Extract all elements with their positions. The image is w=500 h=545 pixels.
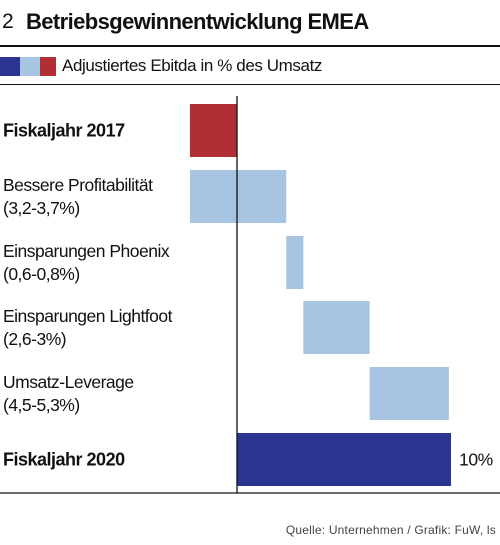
legend-swatch-end <box>0 57 20 76</box>
chart-bar <box>286 236 304 289</box>
legend-swatch-start <box>40 57 56 76</box>
legend-swatch-step <box>20 57 40 76</box>
chart-bar <box>303 301 370 354</box>
chart-bar <box>189 170 287 223</box>
category-label: Fiskaljahr 2020 <box>3 450 125 470</box>
chart-header: 2 Betriebsgewinnentwicklung EMEA <box>0 4 500 44</box>
category-label: (4,5-5,3%) <box>3 395 80 415</box>
category-label: Umsatz-Leverage <box>3 372 134 392</box>
chart-bar <box>237 433 451 486</box>
chart-bar <box>369 367 449 420</box>
category-label: (2,6-3%) <box>3 329 66 349</box>
chart-number: 2 <box>2 10 14 33</box>
category-label: Einsparungen Phoenix <box>3 241 170 261</box>
data-label: 10% <box>459 450 493 470</box>
chart-bar <box>189 104 237 157</box>
chart-title: Betriebsgewinnentwicklung EMEA <box>26 9 369 34</box>
category-label: Einsparungen Lightfoot <box>3 306 173 326</box>
category-label: (3,2-3,7%) <box>3 198 80 218</box>
title-divider <box>0 45 500 47</box>
category-label: Bessere Profitabilität <box>3 175 153 195</box>
category-label: Fiskaljahr 2017 <box>3 121 125 141</box>
legend-label: Adjustiertes Ebitda in % des Umsatz <box>62 56 323 75</box>
legend-divider <box>0 84 500 85</box>
source-note: Quelle: Unternehmen / Grafik: FuW, ls <box>285 523 496 537</box>
chart-legend: Adjustiertes Ebitda in % des Umsatz <box>0 54 500 80</box>
category-label: (0,6-0,8%) <box>3 264 80 284</box>
